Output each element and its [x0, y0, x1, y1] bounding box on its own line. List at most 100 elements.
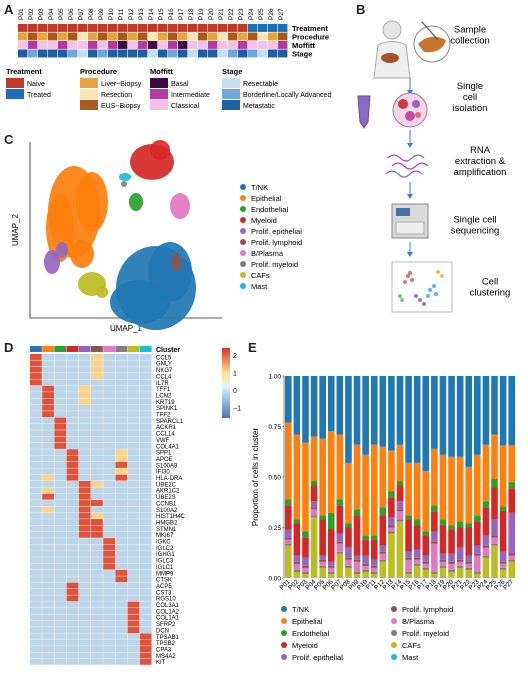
bar-segment-prolif-lymphoid: [508, 553, 515, 556]
legend-dot: [240, 217, 246, 223]
bar-segment-b-plasma: [413, 559, 421, 564]
legend-label: Epithelial: [251, 194, 282, 203]
heatmap-cell: [54, 373, 67, 379]
heatmap-cell: [66, 436, 79, 443]
heatmap-cell: [42, 442, 54, 449]
heatmap-cell: [139, 531, 152, 538]
bar-segment-t-nk: [413, 376, 421, 463]
patient-id-label: P21: [218, 8, 225, 20]
heatmap-cell: [78, 658, 91, 665]
gene-label: RGS10: [156, 597, 176, 603]
heatmap-cell: [115, 519, 128, 526]
annotation-cell: [188, 32, 198, 41]
sequencer-icon: [391, 203, 429, 239]
heatmap-cell: [91, 461, 103, 468]
legend-label: Epithelial: [292, 617, 323, 626]
heatmap-cell: [139, 563, 152, 570]
clustering-plot-icon: [391, 261, 453, 313]
legend-label: Basal: [171, 81, 189, 88]
heatmap-cell: [127, 512, 140, 519]
heatmap-cell: [30, 658, 42, 665]
heatmap-cell: [30, 442, 42, 449]
legend-label: T/NK: [251, 183, 268, 192]
umap-cluster-epithelial: [76, 172, 108, 232]
heatmap-cell: [30, 544, 42, 551]
heatmap-cell: [127, 455, 140, 462]
legend-dot: [391, 642, 397, 648]
bar-segment-epithelial: [448, 456, 455, 526]
heatmap-cell: [139, 487, 152, 494]
bar-segment-b-plasma: [405, 559, 412, 572]
heatmap-cell: [103, 461, 115, 468]
legend-dot: [240, 261, 246, 267]
heatmap-cell: [103, 550, 115, 557]
heatmap-cell: [54, 525, 67, 532]
bar-segment-cafs: [508, 561, 515, 578]
heatmap-cell: [115, 569, 128, 576]
heatmap-cell: [66, 620, 79, 627]
annotation-cell: [38, 24, 48, 32]
bar-segment-t-nk: [474, 376, 481, 455]
heatmap-cell: [42, 538, 54, 545]
heatmap-cell: [127, 569, 140, 576]
heatmap-cell: [127, 449, 140, 456]
heatmap-cell: [30, 430, 42, 437]
bar-segment-t-nk: [285, 376, 292, 423]
heatmap-cell: [42, 392, 54, 399]
heatmap-cell: [91, 360, 103, 367]
patient-id-label: P27: [278, 8, 285, 20]
bar-segment-prolif-epithelial: [405, 551, 412, 558]
heatmap-cell: [66, 538, 79, 545]
bar-segment-b-plasma: [422, 563, 430, 568]
patient-id-label: P05: [58, 8, 65, 20]
bar-segment-myeloid: [327, 529, 335, 562]
heatmap-cell: [139, 550, 152, 557]
annotation-cell: [128, 49, 138, 58]
heatmap-cell: [78, 487, 91, 494]
heatmap-cell: [91, 614, 103, 621]
bar-segment-cafs: [422, 569, 430, 578]
heatmap-cell: [42, 423, 54, 430]
annotation-cell: [248, 24, 258, 32]
heatmap-cell: [54, 500, 67, 506]
bar-segment-epithelial: [293, 434, 301, 520]
bar-segment-prolif-myeloid: [456, 565, 464, 568]
bar-segment-prolif-myeloid: [388, 531, 395, 534]
heatmap-cell: [54, 639, 67, 646]
heatmap-cell: [91, 531, 103, 538]
heatmap-cell: [103, 379, 115, 386]
bar-segment-endothelial: [431, 505, 438, 512]
annotation-cell: [38, 49, 48, 58]
heatmap-cell: [127, 442, 140, 449]
bar-segment-epithelial: [370, 444, 378, 536]
bar-segment-prolif-epithelial: [388, 517, 395, 526]
bar-segment-prolif-lymphoid: [413, 557, 421, 560]
annotation-cell: [18, 32, 28, 41]
bar-segment-endothelial: [362, 535, 369, 540]
heatmap-cell: [54, 449, 67, 456]
legend-title: Moffitt: [150, 67, 173, 76]
heatmap-cell: [30, 614, 42, 621]
heatmap-cell: [103, 500, 115, 506]
umap-cluster-prolif-epithelial: [44, 250, 60, 274]
heatmap-cell: [66, 639, 79, 646]
heatmap-cell: [42, 519, 54, 526]
heatmap-cell: [78, 576, 91, 583]
heatmap-cell: [42, 582, 54, 589]
annotation-cell: [198, 24, 208, 32]
heatmap-cell: [78, 392, 91, 399]
heatmap-cell: [127, 366, 140, 373]
heatmap-cell: [91, 493, 103, 500]
heatmap-cell: [103, 538, 115, 545]
annotation-cell: [158, 49, 168, 58]
annotation-cell: [158, 32, 168, 41]
heatmap-cell: [54, 468, 67, 475]
annotation-cell: [278, 49, 288, 58]
annotation-cell: [118, 24, 128, 32]
bar-segment-cafs: [396, 521, 404, 578]
heatmap-cell: [78, 633, 91, 640]
bar-segment-endothelial: [456, 521, 464, 528]
bar-segment-t-nk: [370, 376, 378, 445]
gene-label: GNLY: [156, 362, 172, 368]
heatmap-cell: [78, 601, 91, 608]
